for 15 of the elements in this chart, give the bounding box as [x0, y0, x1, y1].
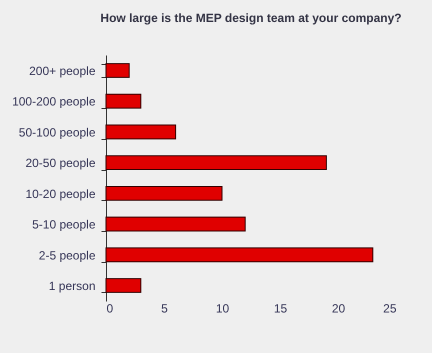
y-tick-label: 1 person: [48, 278, 96, 293]
x-tick-label: 5: [161, 302, 168, 316]
x-tick-label: 0: [106, 302, 114, 316]
y-tick-label: 200+ people: [29, 64, 96, 78]
x-tick-label: 25: [383, 302, 397, 316]
y-tick-label: 100-200 people: [12, 94, 96, 109]
x-tick-label: 10: [216, 302, 230, 316]
y-tick-label: 20-50 people: [25, 156, 96, 170]
chart-title: How large is the MEP design team at your company?: [100, 11, 402, 25]
y-tick-label: 5-10 people: [32, 218, 96, 232]
y-tick-label: 50-100 people: [18, 125, 96, 140]
y-tick-label: 2-5 people: [38, 248, 96, 262]
x-tick-label: 20: [332, 302, 346, 316]
x-tick-label: 15: [274, 302, 288, 316]
y-tick-label: 10-20 people: [25, 186, 96, 201]
